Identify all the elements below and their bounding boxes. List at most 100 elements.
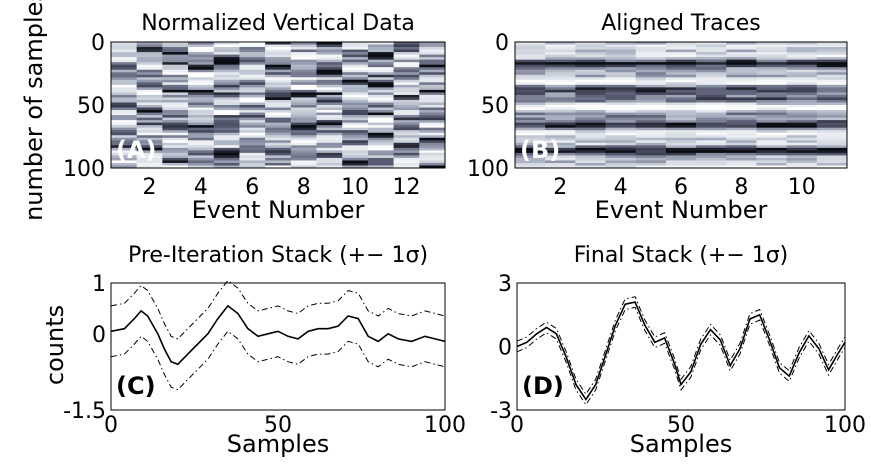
heatmap-cell (816, 110, 847, 114)
heatmap-cell (786, 62, 818, 66)
heatmap-cell (213, 150, 241, 154)
heatmap-cell (188, 47, 215, 51)
heatmap-cell (316, 54, 343, 58)
heatmap-cell (756, 57, 788, 61)
heatmap-cell (316, 74, 343, 78)
heatmap-cell (162, 155, 189, 159)
heatmap-cell (545, 155, 576, 159)
heatmap-cell (316, 89, 343, 93)
heatmap-cell (515, 87, 546, 91)
heatmap-cell (726, 59, 758, 63)
heatmap-cell (111, 162, 138, 167)
heatmap-cell (111, 94, 138, 99)
heatmap-cell (635, 122, 667, 126)
heatmap-cell (162, 97, 189, 101)
heatmap-cell (188, 97, 215, 101)
heatmap-cell (136, 125, 163, 129)
heatmap-cell (265, 82, 292, 86)
heatmap-cell (696, 99, 727, 104)
heatmap-cell (367, 42, 395, 46)
heatmap-cell (265, 77, 292, 81)
y-tick-label: 0 (91, 31, 105, 56)
heatmap-cell (665, 67, 697, 71)
heatmap-cell (136, 62, 163, 66)
heatmap-cell (342, 117, 369, 121)
heatmap-column (575, 42, 607, 168)
heatmap-cell (605, 77, 637, 81)
heatmap-cell (816, 94, 847, 99)
heatmap-cell (696, 127, 727, 131)
heatmap-cell (265, 157, 292, 162)
heatmap-cell (419, 102, 445, 106)
heatmap-cell (419, 140, 445, 144)
heatmap-cell (605, 84, 637, 88)
heatmap-cell (265, 107, 292, 111)
heatmap-column (545, 42, 576, 168)
heatmap-cell (316, 162, 343, 167)
heatmap-cell (239, 77, 266, 81)
heatmap-cell (665, 125, 697, 129)
heatmap-cell (188, 52, 215, 56)
heatmap-cell (665, 130, 697, 134)
heatmap-cell (239, 102, 266, 106)
heatmap-cell (756, 137, 788, 141)
heatmap-cell (213, 74, 241, 78)
heatmap-cell (290, 94, 318, 99)
heatmap-cell (136, 140, 163, 144)
heatmap-cell (419, 72, 445, 76)
heatmap-cell (515, 54, 546, 58)
heatmap-cell (605, 125, 637, 129)
heatmap-cell (515, 142, 546, 146)
heatmap-cell (605, 44, 637, 48)
heatmap-cell (342, 84, 369, 88)
heatmap-cell (545, 120, 576, 124)
heatmap-cell (515, 102, 546, 106)
heatmap-cell (290, 72, 318, 76)
heatmap-cell (162, 105, 189, 109)
heatmap-cell (290, 49, 318, 53)
heatmap-cell (342, 150, 369, 154)
heatmap-cell (265, 135, 292, 139)
heatmap-cell (342, 160, 369, 164)
heatmap-cell (342, 162, 369, 167)
heatmap-cell (213, 102, 241, 106)
heatmap-cell (696, 162, 727, 167)
x-tick-label: 12 (392, 175, 420, 200)
heatmap-cell (393, 102, 420, 106)
heatmap-cell (545, 82, 576, 86)
heatmap-cell (393, 107, 420, 111)
heatmap-cell (111, 165, 138, 168)
heatmap-cell (756, 107, 788, 111)
heatmap-cell (239, 150, 266, 154)
heatmap-cell (213, 155, 241, 159)
heatmap-cell (635, 125, 667, 129)
heatmap-cell (756, 157, 788, 162)
heatmap-cell (136, 162, 163, 167)
heatmap-cell (545, 94, 576, 99)
heatmap-cell (665, 54, 697, 58)
heatmap-cell (786, 52, 818, 56)
heatmap-cell (515, 74, 546, 78)
heatmap-cell (635, 132, 667, 136)
heatmap-cell (367, 137, 395, 141)
heatmap-b-columns (515, 42, 847, 168)
heatmap-cell (515, 137, 546, 141)
panel-c-yticks: -1.5 0 1 (63, 272, 106, 424)
heatmap-cell (162, 150, 189, 154)
heatmap-cell (515, 44, 546, 48)
heatmap-cell (239, 44, 266, 48)
heatmap-cell (290, 102, 318, 106)
x-tick-label: 2 (143, 175, 157, 200)
heatmap-cell (635, 77, 667, 81)
heatmap-cell (111, 49, 138, 53)
heatmap-cell (756, 52, 788, 56)
heatmap-cell (393, 110, 420, 114)
heatmap-cell (316, 140, 343, 144)
heatmap-cell (726, 42, 758, 46)
heatmap-cell (367, 44, 395, 48)
x-tick-label: 50 (667, 413, 695, 438)
heatmap-cell (696, 107, 727, 111)
heatmap-cell (265, 125, 292, 129)
heatmap-cell (290, 64, 318, 68)
heatmap-cell (696, 117, 727, 121)
